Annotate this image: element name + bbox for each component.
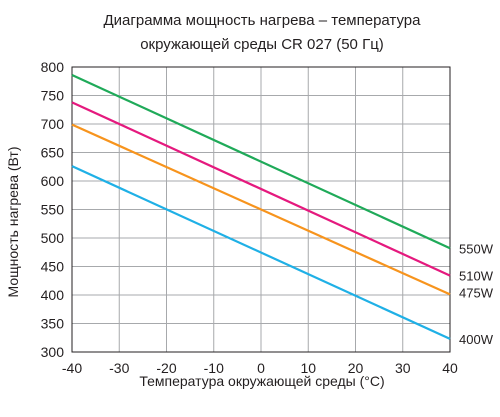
x-tick-label: -20 xyxy=(156,360,176,376)
x-tick-label: 20 xyxy=(348,360,364,376)
y-tick-label: 700 xyxy=(41,116,65,132)
y-tick-label: 350 xyxy=(41,316,65,332)
plot-frame xyxy=(71,66,451,353)
x-axis-label: Температура окружающей среды (°C) xyxy=(139,373,385,389)
y-tick-label: 600 xyxy=(41,173,65,189)
series-label: 400W xyxy=(459,332,494,347)
y-tick-label: 550 xyxy=(41,202,65,218)
series-line xyxy=(71,165,451,340)
y-tick-label: 650 xyxy=(41,145,65,161)
series-label: 510W xyxy=(459,269,494,284)
x-tick-label: 30 xyxy=(395,360,411,376)
x-tick-label: -10 xyxy=(204,360,224,376)
y-tick-label: 300 xyxy=(41,344,65,360)
chart-title-line-2: окружающей среды CR 027 (50 Гц) xyxy=(140,36,384,53)
x-tick-label: -40 xyxy=(62,360,82,376)
y-tick-label: 500 xyxy=(41,230,65,246)
y-tick-label: 400 xyxy=(41,287,65,303)
chart-title-line-1: Диаграмма мощность нагрева – температура xyxy=(103,12,421,29)
x-tick-label: 40 xyxy=(442,360,458,376)
x-tick-label: 10 xyxy=(300,360,316,376)
series-label: 550W xyxy=(459,241,494,256)
x-tick-label: 0 xyxy=(257,360,265,376)
series-line xyxy=(71,123,451,296)
series-label: 475W xyxy=(459,285,494,300)
y-tick-label: 800 xyxy=(41,59,65,75)
x-tick-label: -30 xyxy=(109,360,129,376)
series-line xyxy=(71,73,451,250)
y-tick-label: 750 xyxy=(41,88,65,104)
series-line xyxy=(71,101,451,277)
y-tick-label: 450 xyxy=(41,259,65,275)
